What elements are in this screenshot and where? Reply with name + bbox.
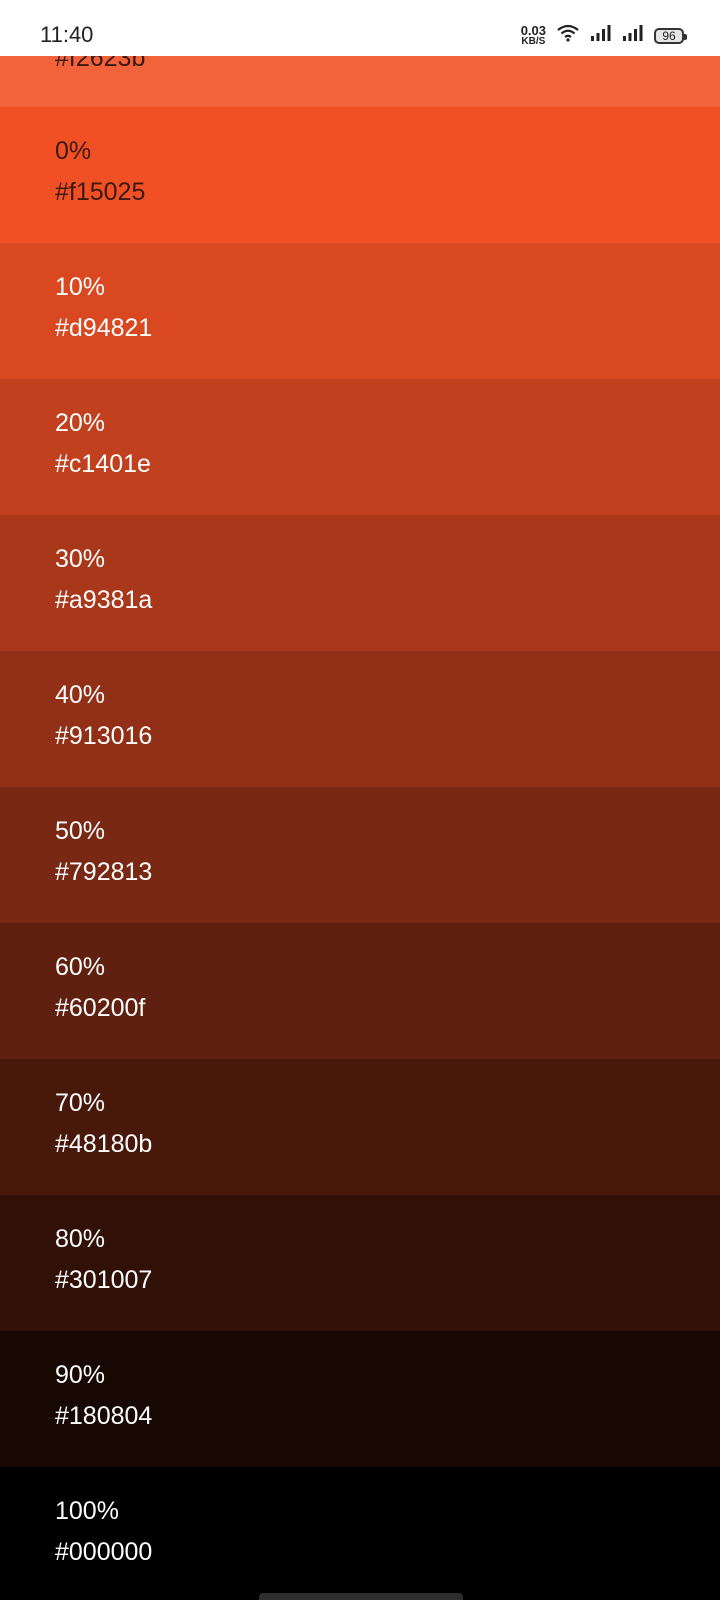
wifi-icon — [556, 24, 580, 47]
color-swatch[interactable]: 80% #301007 — [0, 1195, 720, 1331]
swatch-hex: #f2623b — [55, 56, 146, 72]
swatch-percent: 60% — [55, 953, 106, 981]
color-swatch[interactable]: 40% #913016 — [0, 651, 720, 787]
swatch-hex: #f15025 — [55, 178, 146, 206]
color-swatch[interactable]: 70% #48180b — [0, 1059, 720, 1195]
network-speed-unit: KB/S — [521, 35, 546, 47]
signal-icon — [590, 24, 612, 47]
color-swatch[interactable]: 10% #d94821 — [0, 243, 720, 379]
swatch-hex: #792813 — [55, 858, 153, 886]
swatch-percent: 20% — [55, 409, 106, 437]
swatch-hex: #180804 — [55, 1402, 153, 1430]
color-swatch[interactable]: 50% #792813 — [0, 787, 720, 923]
swatch-percent: 10% — [55, 273, 106, 301]
swatch-hex: #a9381a — [55, 586, 153, 614]
swatch-hex: #60200f — [55, 994, 146, 1022]
swatch-percent: 70% — [55, 1089, 106, 1117]
status-time: 11:40 — [40, 22, 94, 47]
signal-icon — [622, 24, 644, 47]
status-icons: 0.03 KB/S — [520, 22, 687, 47]
swatch-percent: 80% — [55, 1225, 106, 1253]
swatch-list: #f2623b 0% #f15025 10% #d94821 20% #c1401e 30%… — [0, 56, 720, 1600]
swatch-hex: #301007 — [55, 1266, 153, 1294]
swatch-hex: #913016 — [55, 722, 153, 750]
swatch-hex: #000000 — [55, 1538, 153, 1566]
swatch-percent: 0% — [55, 137, 92, 165]
color-swatch[interactable]: 30% #a9381a — [0, 515, 720, 651]
color-swatch[interactable]: 90% #180804 — [0, 1331, 720, 1467]
swatch-hex: #48180b — [55, 1130, 153, 1158]
color-swatch[interactable]: #f2623b — [0, 56, 720, 107]
swatch-percent: 90% — [55, 1361, 106, 1389]
swatch-hex: #d94821 — [55, 314, 153, 342]
color-swatch[interactable]: 0% #f15025 — [0, 107, 720, 243]
status-bar: 11:40 0.03 KB/S — [0, 0, 720, 56]
battery-level: 96 — [662, 28, 676, 43]
home-indicator[interactable] — [259, 1593, 463, 1600]
color-swatch[interactable]: 20% #c1401e — [0, 379, 720, 515]
color-swatch[interactable]: 60% #60200f — [0, 923, 720, 1059]
swatch-percent: 30% — [55, 545, 106, 573]
swatch-hex: #c1401e — [55, 450, 151, 478]
swatch-percent: 50% — [55, 817, 106, 845]
network-speed: 0.03 KB/S — [520, 22, 546, 47]
network-speed-value: 0.03 — [520, 22, 546, 38]
swatch-percent: 40% — [55, 681, 106, 709]
color-swatch[interactable]: 100% #000000 — [0, 1467, 720, 1600]
battery-icon: 96 — [654, 27, 687, 44]
swatch-percent: 100% — [55, 1497, 119, 1525]
